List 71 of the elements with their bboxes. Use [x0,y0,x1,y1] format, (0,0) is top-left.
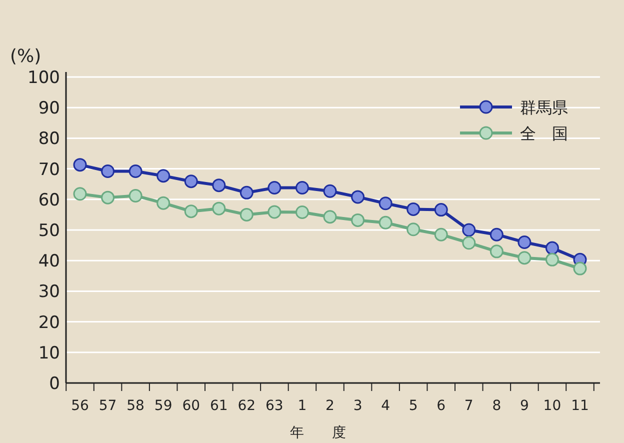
point [434,228,448,242]
x-axis-title: 年 度 [290,425,346,441]
point [73,158,87,172]
y-tick-label: 20 [38,312,60,333]
point [351,213,365,227]
point [295,181,309,195]
point [545,252,559,266]
x-tick-label: 61 [210,398,228,414]
point [518,251,532,265]
point [156,196,170,210]
point [462,236,476,250]
y-tick-label: 80 [38,129,60,150]
x-tick-label: 2 [326,398,334,414]
point [268,205,282,219]
x-tick-label: 7 [464,398,474,414]
x-tick-label: 62 [238,398,256,414]
point [323,210,337,224]
x-tick-label: 59 [154,398,172,414]
y-tick-label: 60 [38,190,60,210]
legend-label: 群馬県 [520,98,568,117]
x-tick-label: 5 [408,398,418,414]
point [462,223,476,237]
point [184,204,198,218]
point [128,164,142,178]
point [434,203,448,217]
x-tick-label: 57 [98,398,117,414]
legend-label: 全 国 [520,124,568,143]
x-tick-label: 1 [298,398,307,414]
point [240,186,254,200]
point [101,190,115,204]
x-tick-label: 63 [266,398,284,414]
point [545,241,559,255]
point [240,208,254,222]
y-tick-label: 40 [38,252,60,272]
y-tick-label: 10 [38,343,60,364]
y-tick-label: 100 [28,68,60,88]
point [73,187,87,201]
y-tick-label: 50 [38,221,60,241]
y-tick-label: 30 [38,282,60,302]
x-tick-label: 9 [520,398,529,414]
x-tick-label: 8 [492,398,502,414]
point [295,206,309,219]
point [101,164,115,178]
x-tick-label: 56 [71,398,89,414]
point [156,169,170,183]
x-tick-label: 3 [353,398,362,414]
point [490,244,504,258]
point [184,174,198,188]
point [406,202,420,216]
point [518,235,532,249]
x-tick-label: 10 [543,398,562,414]
point [490,228,504,242]
point [212,202,226,216]
y-tick-label: 0 [49,374,60,394]
point [573,262,587,276]
x-tick-label: 58 [126,398,144,414]
point [378,196,392,210]
point [406,222,420,236]
point [128,188,142,202]
y-tick-label: 90 [38,98,60,119]
point [323,184,337,198]
x-tick-label: 4 [381,398,390,414]
y-tick-label: 70 [38,160,60,180]
point [268,181,282,195]
x-tick-label: 11 [571,398,589,414]
y-axis-title: (%) [10,46,42,67]
point [212,178,226,192]
x-tick-label: 6 [436,398,446,414]
point [378,216,392,230]
x-tick-label: 60 [182,398,200,414]
point [351,190,365,204]
